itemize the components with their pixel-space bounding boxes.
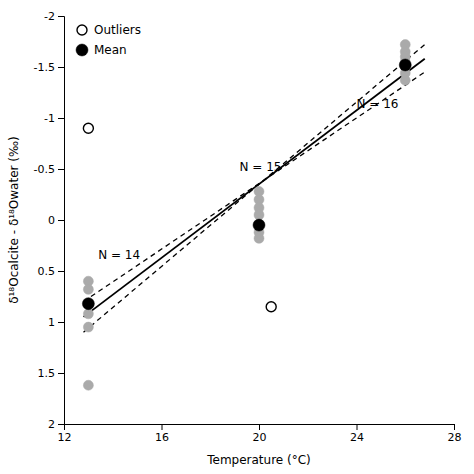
data-point: [83, 284, 93, 294]
y-tick: 0: [48, 214, 64, 227]
legend-label: Mean: [94, 43, 127, 57]
plot: 12 16 20 24 28 -2 -1.5 -1 -0.5 0 0.5 1 1.5 2 Temperatu…: [7, 10, 462, 467]
mean-point: [82, 298, 94, 310]
y-tick-mark: [58, 67, 64, 68]
x-axis: 12 16 20 24 28: [58, 424, 462, 444]
x-tick: 28: [448, 424, 462, 444]
data-point: [254, 210, 264, 220]
y-tick: 1.5: [38, 367, 65, 380]
legend-entry: Outliers: [77, 23, 141, 37]
y-tick: -1: [44, 112, 64, 125]
y-tick-label: -0.5: [34, 163, 55, 176]
x-tick-mark: [259, 424, 260, 430]
y-tick-mark: [58, 424, 64, 425]
data-point: [254, 220, 264, 230]
y-tick: -2: [44, 10, 64, 23]
x-tick-label: 20: [253, 431, 267, 444]
y-tick-label: 0.5: [38, 265, 56, 278]
confidence-line: [84, 45, 425, 333]
y-tick-mark: [58, 220, 64, 221]
x-tick-mark: [357, 424, 358, 430]
x-tick-label: 28: [448, 431, 462, 444]
y-tick: -0.5: [34, 163, 64, 176]
legend: Outliers Mean: [76, 23, 141, 57]
annotation: N = 14: [98, 248, 140, 262]
annotation: N = 16: [357, 97, 399, 111]
legend-entry: Mean: [76, 43, 127, 57]
x-tick: 24: [350, 424, 364, 444]
data-point: [400, 75, 410, 85]
y-tick-mark: [58, 322, 64, 323]
legend-label: Outliers: [94, 23, 141, 37]
annotation: N = 15: [240, 160, 282, 174]
outlier-point: [266, 302, 276, 312]
y-tick-label: 2: [48, 418, 55, 431]
data-point: [83, 299, 93, 309]
x-tick-label: 24: [350, 431, 364, 444]
y-axis-title: δ¹⁸Ocalcite - δ¹⁸Owater (‰): [7, 136, 21, 304]
confidence-line: [84, 72, 425, 302]
y-axis-line: [58, 17, 65, 425]
y-tick-label: -1: [44, 112, 55, 125]
y-tick: 1: [48, 316, 64, 329]
x-axis-line: [65, 425, 455, 431]
y-tick-label: 0: [48, 214, 55, 227]
data-point: [83, 309, 93, 319]
marks: [82, 40, 424, 391]
x-tick-label: 16: [155, 431, 169, 444]
y-tick-mark: [58, 16, 64, 17]
x-tick: 20: [253, 424, 267, 444]
mean-point: [253, 219, 265, 231]
regression-line: [84, 59, 425, 317]
y-tick: 2: [48, 418, 64, 431]
y-tick: -1.5: [34, 61, 64, 74]
mean-point: [399, 59, 411, 71]
y-tick-mark: [58, 271, 64, 272]
y-tick-mark: [58, 373, 64, 374]
y-tick-label: 1: [48, 316, 55, 329]
chart: 12 16 20 24 28 -2 -1.5 -1 -0.5 0 0.5 1 1.5 2 Temperatu…: [0, 0, 474, 474]
legend-symbol: [76, 44, 88, 56]
y-tick: 0.5: [38, 265, 65, 278]
data-point: [83, 380, 93, 390]
y-tick-label: -1.5: [34, 61, 55, 74]
data-point: [254, 233, 264, 243]
y-tick-label: 1.5: [38, 367, 56, 380]
legend-symbol: [77, 25, 87, 35]
x-tick-mark: [162, 424, 163, 430]
y-tick-label: -2: [44, 10, 55, 23]
y-axis: -2 -1.5 -1 -0.5 0 0.5 1 1.5 2: [34, 10, 65, 431]
y-tick-mark: [58, 169, 64, 170]
x-axis-title: Temperature (°C): [206, 453, 311, 467]
x-tick: 12: [58, 424, 72, 444]
data-point: [83, 322, 93, 332]
outlier-point: [83, 123, 93, 133]
x-tick: 16: [155, 424, 169, 444]
x-tick-mark: [454, 424, 455, 430]
x-tick-label: 12: [58, 431, 72, 444]
y-tick-mark: [58, 118, 64, 119]
